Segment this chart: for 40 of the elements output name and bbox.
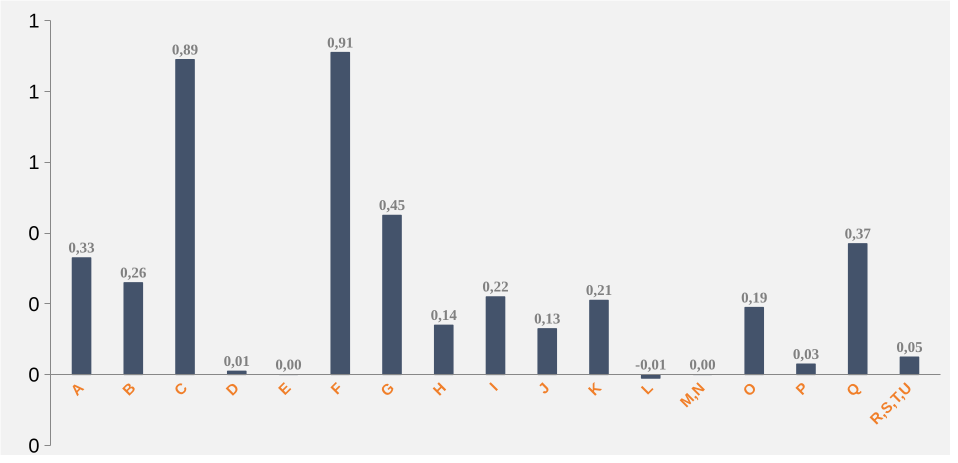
data-label: 0,45 bbox=[378, 198, 406, 214]
data-label: 0,91 bbox=[327, 35, 354, 52]
x-tick-label: J bbox=[535, 380, 554, 398]
x-tick-label: I bbox=[486, 380, 502, 395]
data-label: 0,01 bbox=[224, 354, 250, 370]
y-tick-label: 0 bbox=[28, 436, 40, 458]
x-tick-label: B bbox=[120, 380, 140, 400]
x-tick-label: K bbox=[585, 380, 606, 400]
y-tick-label: 0 bbox=[28, 364, 40, 387]
data-label: 0,13 bbox=[534, 312, 560, 328]
x-tick-label: A bbox=[68, 380, 88, 400]
y-tick-label: 1 bbox=[28, 10, 40, 32]
x-tick-label: C bbox=[171, 380, 192, 400]
x-tick-label: O bbox=[740, 379, 760, 400]
x-tick-label: M,N bbox=[677, 380, 708, 412]
x-tick-label: Q bbox=[843, 379, 864, 400]
data-label: 0,37 bbox=[844, 226, 872, 243]
data-label: 0,22 bbox=[482, 280, 509, 296]
data-label: 0,19 bbox=[741, 290, 768, 306]
data-label: 0,14 bbox=[430, 308, 458, 324]
x-tick-label: D bbox=[223, 380, 243, 400]
data-label: 0,33 bbox=[68, 240, 95, 257]
y-tick-label: 1 bbox=[28, 152, 40, 174]
y-tick-label: 0 bbox=[28, 223, 40, 245]
y-tick-label: 1 bbox=[28, 81, 40, 104]
x-tick-label: G bbox=[378, 380, 398, 400]
x-tick-label: H bbox=[430, 380, 450, 400]
data-label: 0,00 bbox=[275, 358, 302, 374]
data-label: 0,26 bbox=[120, 265, 147, 282]
data-label: 0,21 bbox=[586, 283, 612, 300]
y-tick-label: 0 bbox=[28, 294, 40, 316]
x-tick-label: L bbox=[638, 380, 657, 398]
data-label: 0,03 bbox=[792, 346, 820, 363]
x-tick-label: F bbox=[328, 380, 346, 398]
x-tick-label: P bbox=[792, 380, 812, 399]
data-label: -0,01 bbox=[635, 358, 666, 374]
data-label: 0,89 bbox=[172, 42, 198, 58]
data-label: 0,05 bbox=[896, 340, 923, 356]
data-label: 0,00 bbox=[689, 358, 716, 374]
x-tick-label: E bbox=[275, 380, 295, 399]
